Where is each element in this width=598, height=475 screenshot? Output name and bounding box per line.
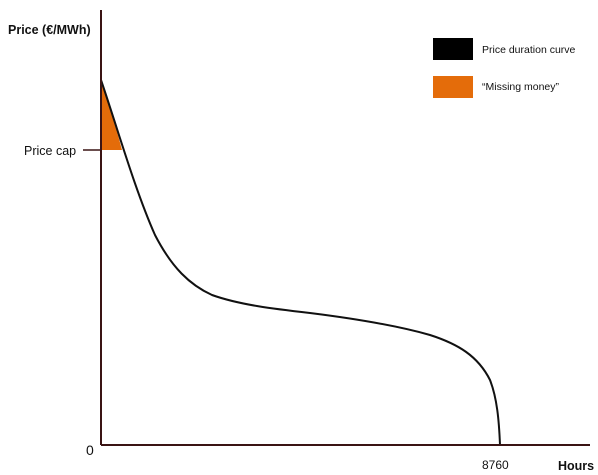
legend-swatch-price-curve [433, 38, 473, 60]
legend-label-price-curve: Price duration curve [482, 44, 576, 56]
y-axis-label: Price (€/MWh) [8, 23, 91, 37]
legend: Price duration curve “Missing money” [433, 38, 576, 98]
x-tick-label-zero: 0 [86, 442, 94, 458]
legend-swatch-missing-money [433, 76, 473, 98]
legend-label-missing-money: “Missing money” [482, 81, 560, 93]
x-tick-label-8760: 8760 [482, 458, 509, 472]
y-tick-label-price-cap: Price cap [24, 144, 76, 158]
price-duration-curve [100, 79, 501, 446]
x-axis-label: Hours [558, 459, 594, 473]
